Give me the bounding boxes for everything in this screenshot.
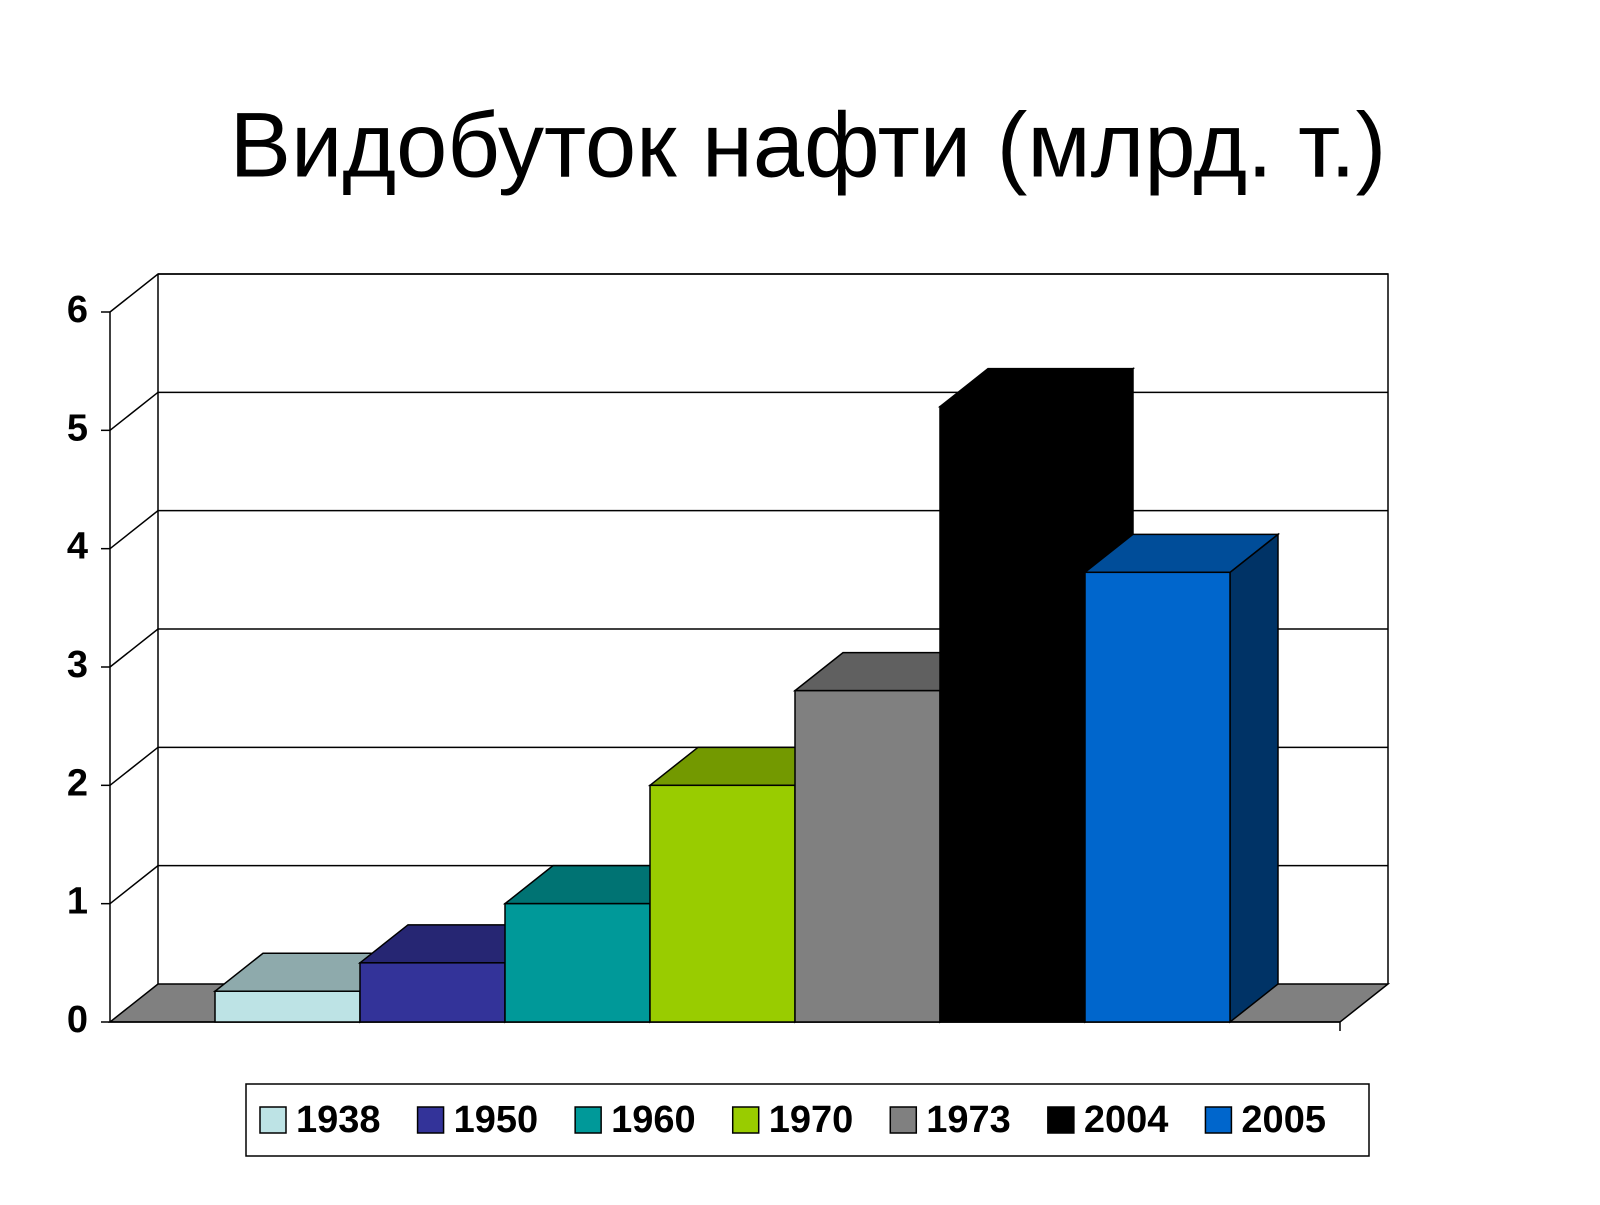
y-tick-label: 4 [67,526,88,568]
legend-swatch [889,1106,918,1134]
bar [939,405,1086,1023]
legend-swatch [259,1106,287,1134]
grid-line [109,391,1388,431]
grid-line [109,273,1388,313]
y-tick-label: 0 [67,999,88,1041]
legend-swatch [1204,1106,1233,1134]
legend-swatch [574,1106,602,1134]
y-tick-label: 3 [67,644,88,686]
legend-label: 2005 [1241,1099,1326,1141]
bar [359,962,506,1023]
y-tick-label: 1 [67,881,88,923]
legend-label: 1960 [611,1099,696,1141]
chart-title: Видобуток нафти (млрд. т.) [230,94,1387,196]
bar [794,689,941,1023]
legend-label: 1938 [296,1099,381,1141]
bar [649,784,796,1023]
legend-label: 1970 [769,1099,854,1141]
bar-side [1229,532,1279,1024]
y-tick-label: 6 [67,289,88,331]
y-tick-label: 5 [67,407,88,449]
bar [1084,571,1231,1023]
bar [214,990,361,1023]
y-tick-label: 2 [67,762,88,804]
bar [504,902,651,1023]
legend-label: 2004 [1084,1099,1169,1141]
legend-label: 1973 [926,1099,1011,1141]
legend-swatch [416,1106,445,1134]
legend-label: 1950 [454,1099,539,1141]
legend-swatch [1047,1106,1075,1134]
legend-swatch [731,1106,760,1134]
